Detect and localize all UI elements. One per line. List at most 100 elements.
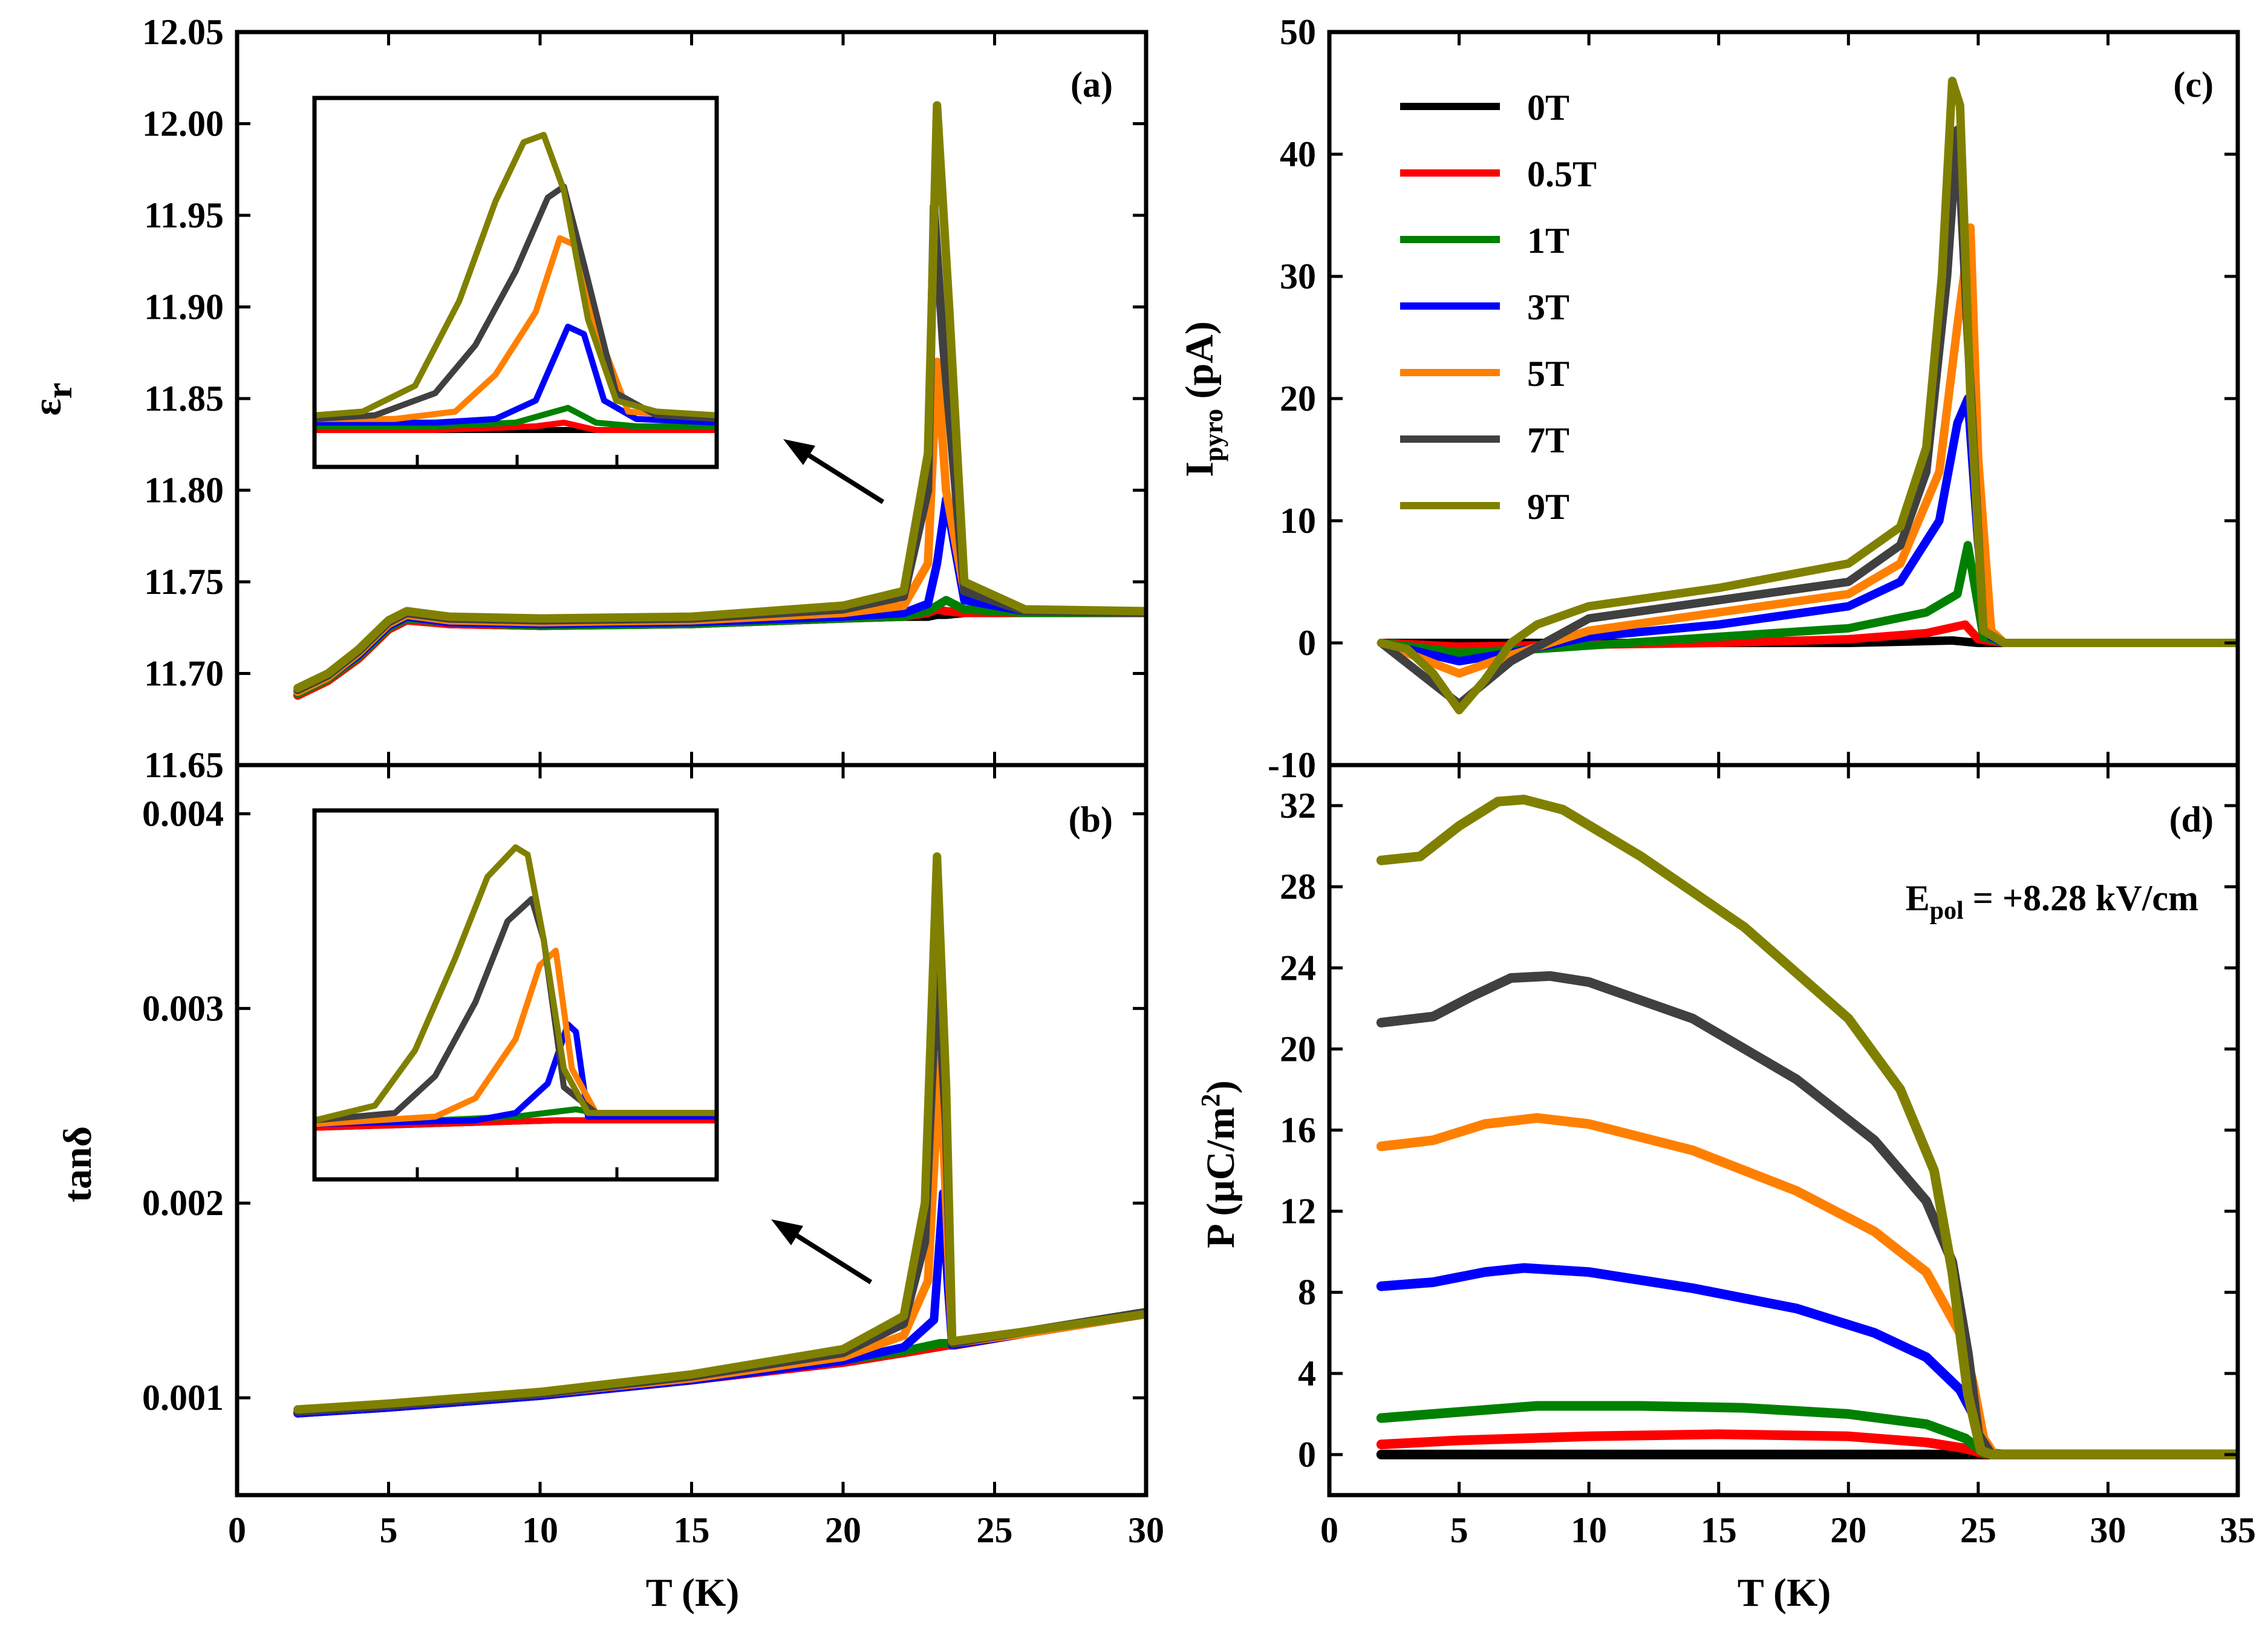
panel-c-label: (c) — [2173, 65, 2214, 105]
legend-entry-label: 0T — [1527, 88, 1569, 128]
x-tick-label: 5 — [380, 1510, 398, 1550]
y-tick-label: 11.65 — [144, 745, 224, 785]
series-line-series-6 — [314, 844, 717, 1124]
x-tick-label: 15 — [674, 1510, 710, 1550]
y-tick-label: 30 — [1280, 256, 1316, 296]
panel-b-series — [293, 852, 1146, 1418]
x-tick-label: 25 — [977, 1510, 1013, 1550]
panel-a-y-axis-title: εr — [25, 383, 79, 416]
y-tick-label: 0 — [1298, 1435, 1316, 1475]
panel-a: 11.65 11.70 11.75 11.80 11.85 11.90 11.95 12.00… — [25, 12, 1149, 785]
legend-entry-label: 0.5T — [1527, 154, 1597, 194]
y-tick-label: 0.003 — [142, 988, 224, 1028]
x-tick-label: 0 — [228, 1510, 246, 1550]
panel-d-annotation-subscript: pol — [1930, 897, 1964, 925]
panel-c: -10 0 10 20 30 40 50 (c) Ipyro (pA) 0T 0.5T 1T 3T… — [1178, 12, 2240, 785]
panel-d-y-axis-superscript: 2 — [1196, 1094, 1225, 1107]
x-tick-label: 20 — [1830, 1510, 1866, 1550]
legend-entry-label: 9T — [1527, 487, 1569, 527]
y-tick-label: 12.00 — [142, 104, 224, 144]
series-line-series-4 — [314, 947, 717, 1127]
legend-entry-label: 7T — [1527, 420, 1569, 460]
y-tick-label: 0.004 — [142, 794, 224, 833]
panel-b-inset-series — [314, 844, 717, 1131]
x-tick-label: 25 — [1960, 1510, 1996, 1550]
panel-d-annotation: Epol = +8.28 kV/cm — [1906, 878, 2198, 925]
panel-a-label: (a) — [1070, 65, 1113, 105]
y-tick-label: 10 — [1280, 501, 1316, 541]
panel-a-inset-series — [314, 132, 717, 433]
series-line-series-6 — [293, 852, 1146, 1414]
panel-c-y-axis-title: Ipyro (pA) — [1178, 321, 1228, 477]
panel-a-y-axis-symbol: ε — [25, 399, 70, 416]
y-tick-label: 28 — [1280, 867, 1316, 907]
x-tick-label: 10 — [522, 1510, 558, 1550]
panel-d-annotation-value: = +8.28 kV/cm — [1964, 878, 2198, 918]
y-tick-label: 11.75 — [144, 562, 224, 602]
x-tick-label: 35 — [2220, 1510, 2256, 1550]
y-tick-label: 12.05 — [142, 12, 224, 52]
panel-d-ticks: 0 5 10 15 20 25 30 35 0 4 8 12 16 20 24 28 32 — [1280, 765, 2256, 1550]
panel-b-label: (b) — [1069, 800, 1113, 839]
y-tick-label: 32 — [1280, 786, 1316, 826]
legend-entry-label: 1T — [1527, 221, 1569, 261]
y-tick-label: 20 — [1280, 379, 1316, 419]
y-tick-label: 24 — [1280, 948, 1316, 988]
y-tick-label: 16 — [1280, 1110, 1316, 1150]
panel-d: 0 5 10 15 20 25 30 35 0 4 8 12 16 20 24 28 32 (d) P (μC/… — [1196, 763, 2256, 1615]
series-line-9t — [1377, 76, 2238, 715]
panel-c-legend: 0T 0.5T 1T 3T 5T 7T 9T — [1400, 88, 1597, 527]
panel-d-series — [1376, 795, 2238, 1459]
series-line-series-1 — [314, 1117, 717, 1131]
panel-a-inset-arrow — [783, 439, 885, 504]
y-tick-label: 0 — [1298, 623, 1316, 663]
panel-b-x-axis-title: T (K) — [646, 1571, 740, 1615]
legend-entry-label: 5T — [1527, 354, 1569, 394]
y-tick-label: 11.80 — [144, 471, 224, 510]
y-tick-label: 20 — [1280, 1029, 1316, 1069]
y-tick-label: 0.002 — [142, 1183, 224, 1223]
panel-a-inset — [312, 96, 719, 469]
panel-c-y-axis-unit: (pA) — [1178, 321, 1222, 409]
series-line-series-2 — [314, 405, 717, 429]
panel-b-frame — [235, 763, 1149, 1498]
series-line-series-1 — [314, 419, 717, 433]
y-tick-label: 50 — [1280, 12, 1316, 52]
y-tick-label: 40 — [1280, 134, 1316, 174]
panel-d-y-axis-text: P (μC/m — [1199, 1107, 1243, 1248]
panel-a-series — [293, 101, 1146, 700]
panel-b: 0 5 10 15 20 25 30 0.001 0.002 0.003 0.004 (b) tan… — [56, 763, 1164, 1615]
panel-d-annotation-symbol: E — [1906, 878, 1930, 918]
y-tick-label: 11.90 — [144, 287, 224, 327]
y-tick-label: 0.001 — [142, 1378, 224, 1418]
panel-b-y-axis-title: tanδ — [56, 1126, 100, 1202]
x-tick-label: 5 — [1450, 1510, 1468, 1550]
x-tick-label: 30 — [2090, 1510, 2126, 1550]
panel-c-series — [1377, 76, 2238, 715]
panel-b-ticks: 0 5 10 15 20 25 30 0.001 0.002 0.003 0.004 — [142, 765, 1164, 1550]
series-line-series-6 — [314, 132, 717, 419]
y-tick-label: 4 — [1298, 1354, 1316, 1393]
x-tick-label: 0 — [1320, 1510, 1338, 1550]
panel-d-label: (d) — [2169, 800, 2214, 839]
panel-d-y-axis-close: ) — [1199, 1080, 1243, 1094]
y-tick-label: 8 — [1298, 1273, 1316, 1312]
y-tick-label: 11.95 — [144, 195, 224, 235]
panel-b-inset-arrow — [771, 1219, 873, 1285]
y-tick-label: 11.70 — [144, 654, 224, 694]
panel-c-y-axis-subscript: pyro — [1199, 409, 1228, 461]
panel-b-inset — [312, 808, 719, 1182]
y-tick-label: -10 — [1268, 745, 1316, 785]
series-line-7t — [1376, 971, 2238, 1459]
series-line-series-6 — [293, 101, 1146, 693]
x-tick-label: 10 — [1571, 1510, 1607, 1550]
series-line-9t — [1376, 795, 2238, 1459]
x-tick-label: 30 — [1128, 1510, 1164, 1550]
series-line-series-5 — [314, 183, 717, 422]
panel-a-y-axis-subscript: r — [39, 383, 79, 399]
x-tick-label: 15 — [1701, 1510, 1737, 1550]
panel-d-x-axis-title: T (K) — [1738, 1571, 1831, 1615]
x-tick-label: 20 — [825, 1510, 861, 1550]
